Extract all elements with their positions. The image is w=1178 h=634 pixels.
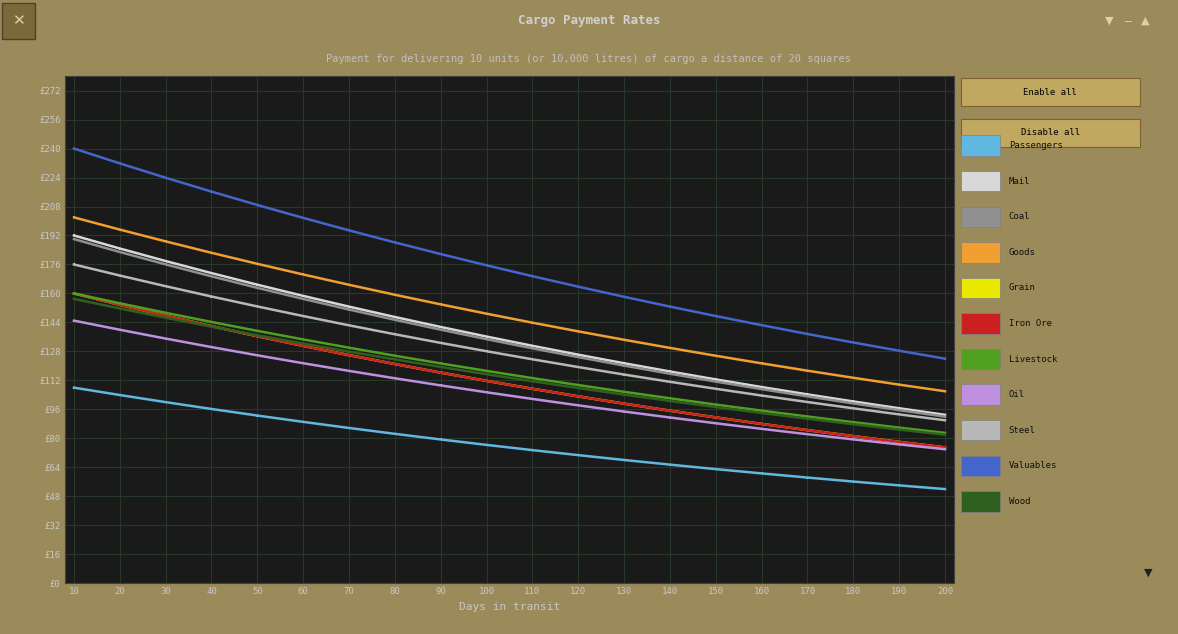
Text: Goods: Goods bbox=[1008, 248, 1035, 257]
Bar bbox=[961, 420, 1000, 441]
Text: Passengers: Passengers bbox=[1008, 141, 1063, 150]
Text: Oil: Oil bbox=[1008, 390, 1025, 399]
Text: ✕: ✕ bbox=[13, 13, 25, 28]
Text: ▼: ▼ bbox=[1105, 16, 1114, 25]
Text: Wood: Wood bbox=[1008, 497, 1031, 506]
Text: Valuables: Valuables bbox=[1008, 462, 1057, 470]
Text: ▼: ▼ bbox=[1144, 568, 1152, 578]
FancyBboxPatch shape bbox=[2, 3, 35, 39]
Bar bbox=[961, 278, 1000, 298]
Bar bbox=[961, 242, 1000, 262]
Bar bbox=[961, 207, 1000, 227]
Text: Disable all: Disable all bbox=[1020, 128, 1080, 137]
Bar bbox=[961, 171, 1000, 191]
Text: ─: ─ bbox=[1124, 16, 1131, 25]
Bar bbox=[961, 79, 1139, 107]
Text: Steel: Steel bbox=[1008, 426, 1035, 435]
Bar bbox=[961, 313, 1000, 333]
Bar bbox=[961, 491, 1000, 512]
Bar bbox=[961, 456, 1000, 476]
Bar bbox=[961, 384, 1000, 405]
Text: Cargo Payment Rates: Cargo Payment Rates bbox=[518, 14, 660, 27]
Bar bbox=[961, 119, 1139, 147]
Text: Mail: Mail bbox=[1008, 177, 1031, 186]
Text: Payment for delivering 10 units (or 10,000 litres) of cargo a distance of 20 squ: Payment for delivering 10 units (or 10,0… bbox=[326, 54, 852, 63]
Text: Coal: Coal bbox=[1008, 212, 1031, 221]
Text: Enable all: Enable all bbox=[1024, 88, 1077, 97]
Bar bbox=[961, 349, 1000, 370]
Bar bbox=[961, 136, 1000, 156]
Text: Iron Ore: Iron Ore bbox=[1008, 319, 1052, 328]
Text: Livestock: Livestock bbox=[1008, 354, 1057, 363]
X-axis label: Days in transit: Days in transit bbox=[459, 602, 560, 612]
Text: ▲: ▲ bbox=[1140, 16, 1150, 25]
Text: Grain: Grain bbox=[1008, 283, 1035, 292]
